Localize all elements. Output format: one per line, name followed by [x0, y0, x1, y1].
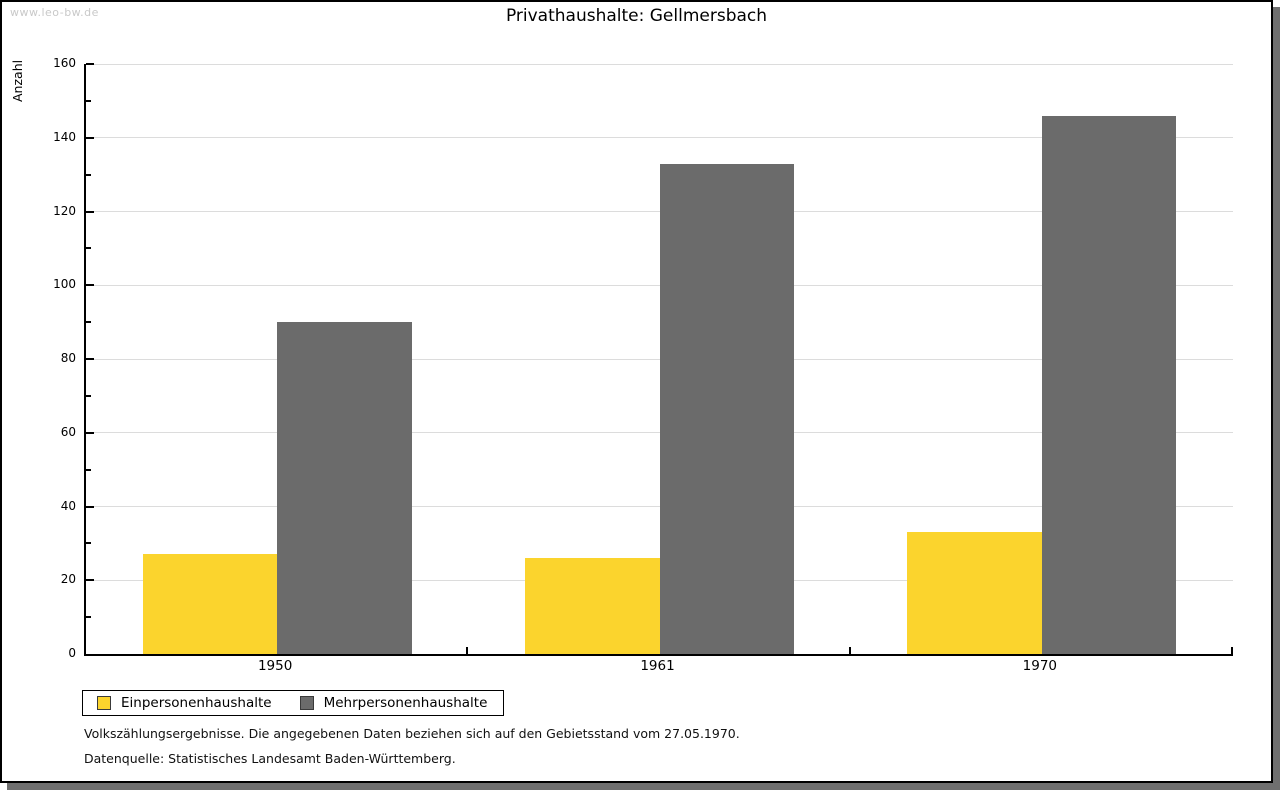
y-axis-title: Anzahl: [10, 59, 25, 102]
y-gridline: [86, 137, 1233, 139]
y-axis-major-tick: [86, 505, 94, 508]
legend-swatch-mehrpersonenhaushalte: [299, 696, 314, 710]
bar-einpersonenhaushalte-1950: [142, 554, 278, 654]
bar-mehrpersonenhaushalte-1950: [277, 322, 412, 654]
y-axis-major-tick: [86, 136, 94, 139]
legend-swatch-einpersonenhaushalte: [97, 696, 111, 710]
chart-title: Privathaushalte: Gellmersbach: [505, 6, 768, 26]
y-axis-tick-label: 0: [68, 646, 76, 660]
legend-label: Einpersonenhaushalte: [121, 695, 272, 711]
bar-einpersonenhaushalte-1961: [525, 558, 660, 654]
y-axis-tick-label: 120: [53, 203, 76, 218]
y-axis-tick-label: 60: [60, 424, 76, 439]
y-axis-minor-tick: [86, 542, 91, 545]
y-axis-minor-tick: [86, 394, 91, 397]
footnote-source-note: Volkszählungsergebnisse. Die angegebenen…: [84, 726, 740, 741]
legend: Einpersonenhaushalte Mehrpersonenhaushal…: [82, 690, 505, 716]
y-axis-tick-label: 20: [60, 572, 76, 587]
y-axis-major-tick: [86, 358, 94, 360]
y-axis-major-tick: [86, 63, 94, 65]
y-axis-minor-tick: [86, 321, 91, 324]
bar-einpersonenhaushalte-1970: [907, 532, 1042, 654]
x-axis-tick: [466, 647, 469, 654]
y-axis-tick-label: 80: [60, 351, 76, 365]
y-axis-minor-tick: [86, 468, 91, 471]
y-axis-minor-tick: [86, 173, 91, 176]
watermark: www.leo-bw.de: [10, 6, 99, 19]
y-axis-major-tick: [86, 579, 94, 582]
y-axis-tick-label: 100: [53, 277, 76, 292]
x-axis-tick: [848, 647, 851, 654]
x-axis-tick-label: 1961: [640, 658, 675, 674]
y-axis-minor-tick: [86, 616, 91, 619]
bar-mehrpersonenhaushalte-1970: [1041, 115, 1177, 654]
legend-item: Mehrpersonenhaushalte: [299, 695, 488, 711]
x-axis-tick-label: 1970: [1022, 658, 1057, 674]
x-axis-tick-label: 1950: [257, 658, 293, 674]
y-axis-minor-tick: [86, 247, 91, 250]
legend-label: Mehrpersonenhaushalte: [323, 695, 488, 711]
y-axis-minor-tick: [86, 99, 91, 102]
legend-item: Einpersonenhaushalte: [97, 695, 272, 711]
footnote-data-source: Datenquelle: Statistisches Landesamt Bad…: [84, 751, 456, 766]
y-axis-major-tick: [86, 431, 94, 434]
x-axis-tick: [1231, 647, 1233, 654]
y-axis-tick-label: 40: [60, 498, 76, 513]
plot-area: [84, 63, 1233, 656]
bar-mehrpersonenhaushalte-1961: [659, 163, 794, 654]
y-axis-major-tick: [86, 284, 94, 287]
y-gridline: [86, 63, 1233, 65]
y-axis-tick-label: 160: [53, 56, 76, 70]
y-axis-tick-label: 140: [53, 129, 76, 144]
y-axis-major-tick: [86, 210, 94, 213]
